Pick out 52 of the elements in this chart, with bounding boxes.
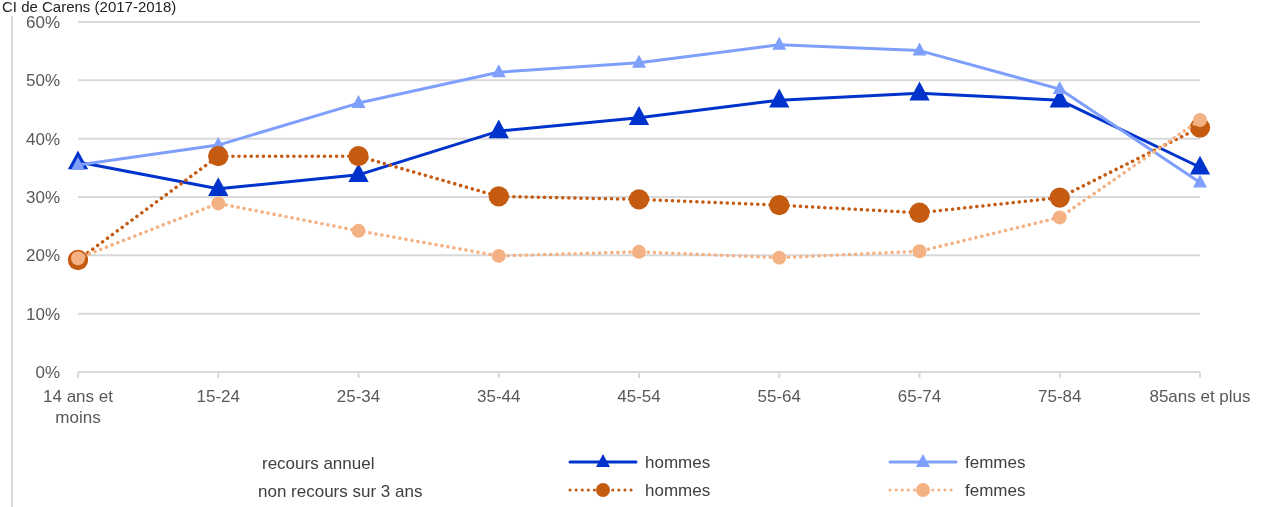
point [208, 146, 229, 167]
point [912, 244, 927, 259]
legend-label: hommes [645, 481, 711, 500]
x-tick-label: 45-54 [617, 387, 661, 406]
point [769, 88, 790, 108]
point [1193, 113, 1207, 127]
point [772, 36, 787, 50]
legend-label: femmes [965, 453, 1026, 472]
legend-label: femmes [965, 481, 1026, 500]
point [632, 54, 646, 68]
y-tick-label: 30% [25, 188, 60, 207]
point [1193, 174, 1207, 188]
y-tick-label: 20% [25, 246, 60, 266]
x-tick-label: 35-44 [477, 387, 521, 406]
x-tick-label: 25-34 [336, 387, 381, 406]
chart-title: CI de Carens (2017-2018) [2, 0, 177, 15]
point [769, 195, 790, 216]
point [632, 244, 646, 259]
point [491, 64, 506, 78]
y-tick-label: 60% [25, 13, 60, 32]
point [909, 81, 930, 101]
x-tick-label: 14 ans et moins [43, 387, 114, 427]
x-tick-label: 75-84 [1038, 387, 1082, 406]
point [772, 250, 787, 265]
x-tick-label: 65-74 [897, 387, 942, 406]
point [1189, 155, 1211, 175]
point [909, 202, 930, 223]
x-tick-label: 15-24 [196, 387, 240, 406]
point [488, 186, 509, 207]
point [1052, 81, 1067, 95]
legend-label: hommes [645, 453, 711, 472]
point [1052, 210, 1067, 225]
point [348, 163, 369, 183]
y-tick-label: 50% [25, 71, 60, 91]
point [628, 106, 650, 125]
point [912, 42, 927, 56]
text: recours annuel [262, 454, 375, 473]
point [628, 189, 650, 210]
point [488, 119, 509, 139]
text: non recours sur 3 ans [258, 482, 423, 501]
point [211, 196, 226, 211]
point [348, 146, 369, 167]
point [208, 177, 229, 197]
point [351, 223, 366, 238]
x-tick-label: 55-64 [757, 387, 801, 406]
point [491, 248, 506, 263]
y-tick-label: 10% [25, 304, 60, 324]
y-tick-label: 40% [25, 129, 60, 149]
point [1049, 187, 1070, 208]
x-tick-label: 85ans et plus [1149, 387, 1251, 406]
y-tick-label: 0% [35, 363, 60, 382]
point [351, 95, 366, 109]
